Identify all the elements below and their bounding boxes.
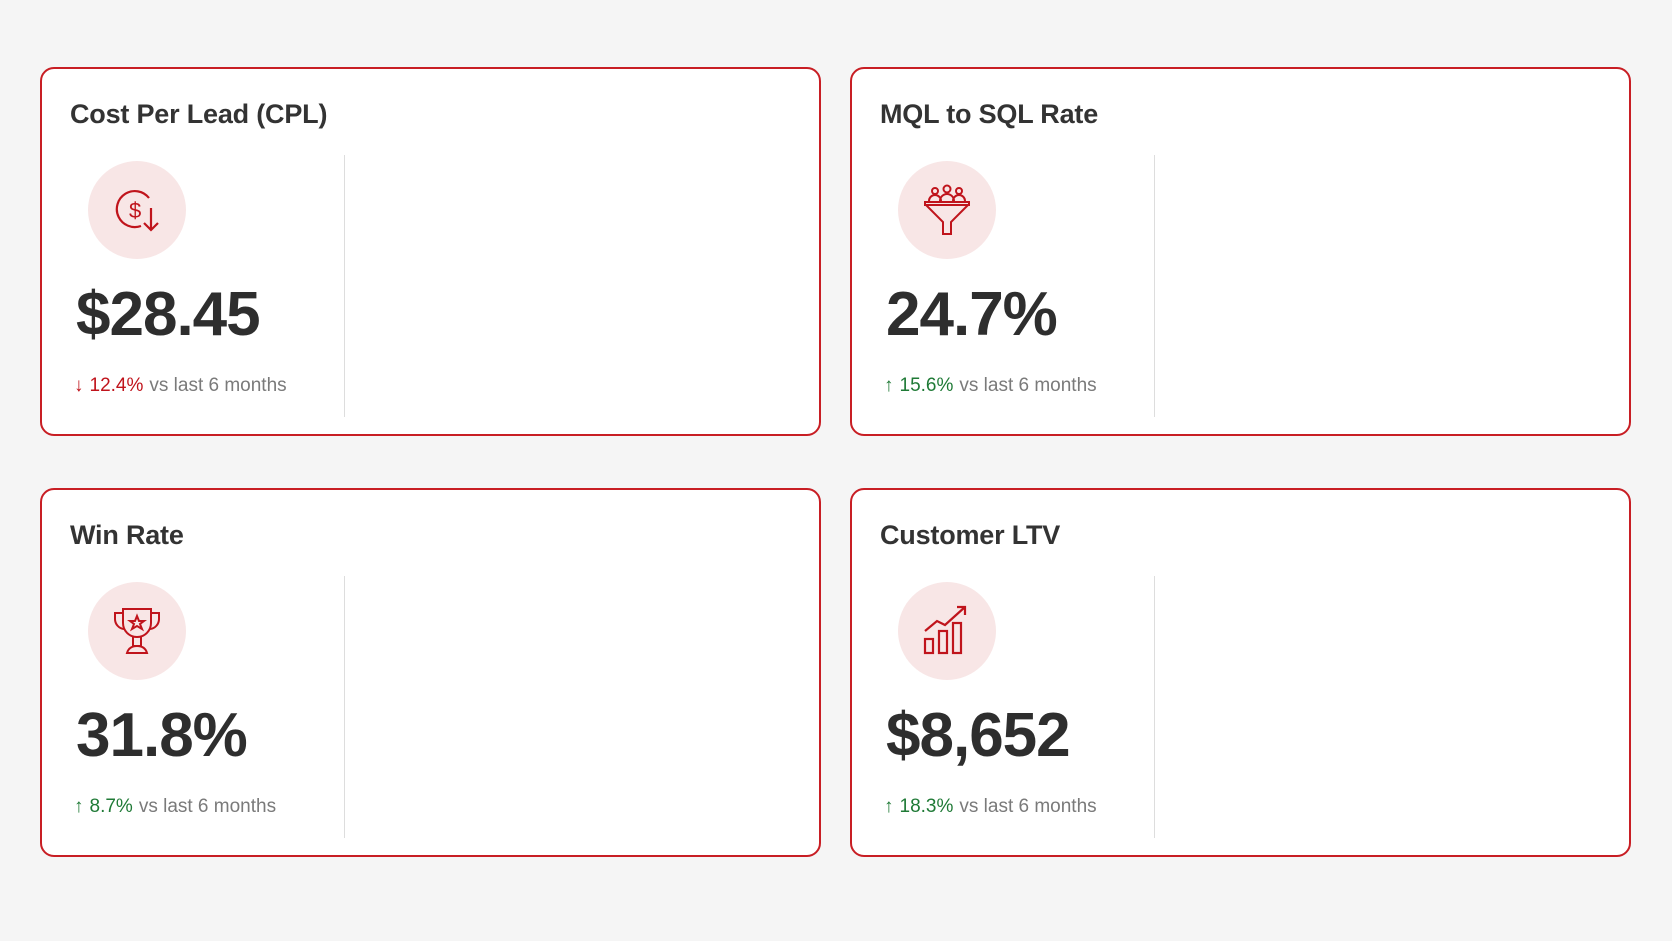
change-label: vs last 6 months [959,375,1097,396]
svg-text:$: $ [129,198,141,223]
kpi-chart [852,69,1629,434]
divider [344,576,345,838]
change-percent: 8.7% [89,796,133,817]
divider [1154,155,1155,417]
kpi-value: 24.7% [886,280,1058,349]
arrow-down-icon: ↓ [74,375,84,396]
arrow-up-icon: ↑ [74,796,84,817]
icon-badge: $CPL (USD)$0$15$30$45$60JanFebMarAprMayJ… [88,161,186,259]
card-title: Cost Per Lead (CPL) [70,99,328,129]
card-title: MQL to SQL Rate [880,99,1099,129]
divider [1154,576,1155,838]
arrow-up-icon: ↑ [884,375,894,396]
trophy-icon: Win Rate (%)0%10%20%30%40%JanFebMarAprMa… [113,608,161,654]
icon-badge: Win Rate (%)0%10%20%30%40%JanFebMarAprMa… [88,582,186,680]
kpi-change: ↑ 18.3% vs last 6 months [884,796,1097,818]
card-title: Win Rate [70,520,184,550]
divider [344,155,345,417]
change-percent: 12.4% [89,375,144,396]
change-label: vs last 6 months [138,796,277,817]
kpi-card-2: MQL to SQL Rate MQL to SQL Rate (%)0%10%… [850,67,1631,436]
kpi-card-1: Cost Per Lead (CPL) $CPL (USD)$0$15$30$4… [40,67,821,436]
kpi-chart [852,490,1629,855]
kpi-chart [42,69,819,434]
kpi-value: $28.45 [76,280,261,349]
kpi-change: ↑ 15.6% vs last 6 months [884,375,1097,397]
change-label: vs last 6 months [149,375,287,396]
funnel-people-icon: MQL to SQL Rate (%)0%10%20%30%40%JanFebM… [924,184,970,235]
kpi-card-4: Customer LTV LTV (USD)$0$3K$6K$9K$12KJan… [850,488,1631,857]
change-label: vs last 6 months [959,796,1097,817]
icon-badge: MQL to SQL Rate (%)0%10%20%30%40%JanFebM… [898,161,996,259]
kpi-value: 31.8% [76,701,248,770]
kpi-change: ↑ 8.7% vs last 6 months [74,796,276,818]
growth-chart-icon: LTV (USD)$0$3K$6K$9K$12KJanFebMarAprMayJ… [923,605,967,655]
card-title: Customer LTV [880,520,1061,550]
kpi-value: $8,652 [886,701,1071,770]
arrow-up-icon: ↑ [884,796,894,817]
change-percent: 18.3% [899,796,954,817]
kpi-change: ↓ 12.4% vs last 6 months [74,375,287,397]
dollar-down-icon: $CPL (USD)$0$15$30$45$60JanFebMarAprMayJ… [115,190,159,232]
change-percent: 15.6% [899,375,954,396]
kpi-card-3: Win Rate Win Rate (%)0%10%20%30%40%JanFe… [40,488,821,857]
kpi-chart [42,490,819,855]
icon-badge: LTV (USD)$0$3K$6K$9K$12KJanFebMarAprMayJ… [898,582,996,680]
